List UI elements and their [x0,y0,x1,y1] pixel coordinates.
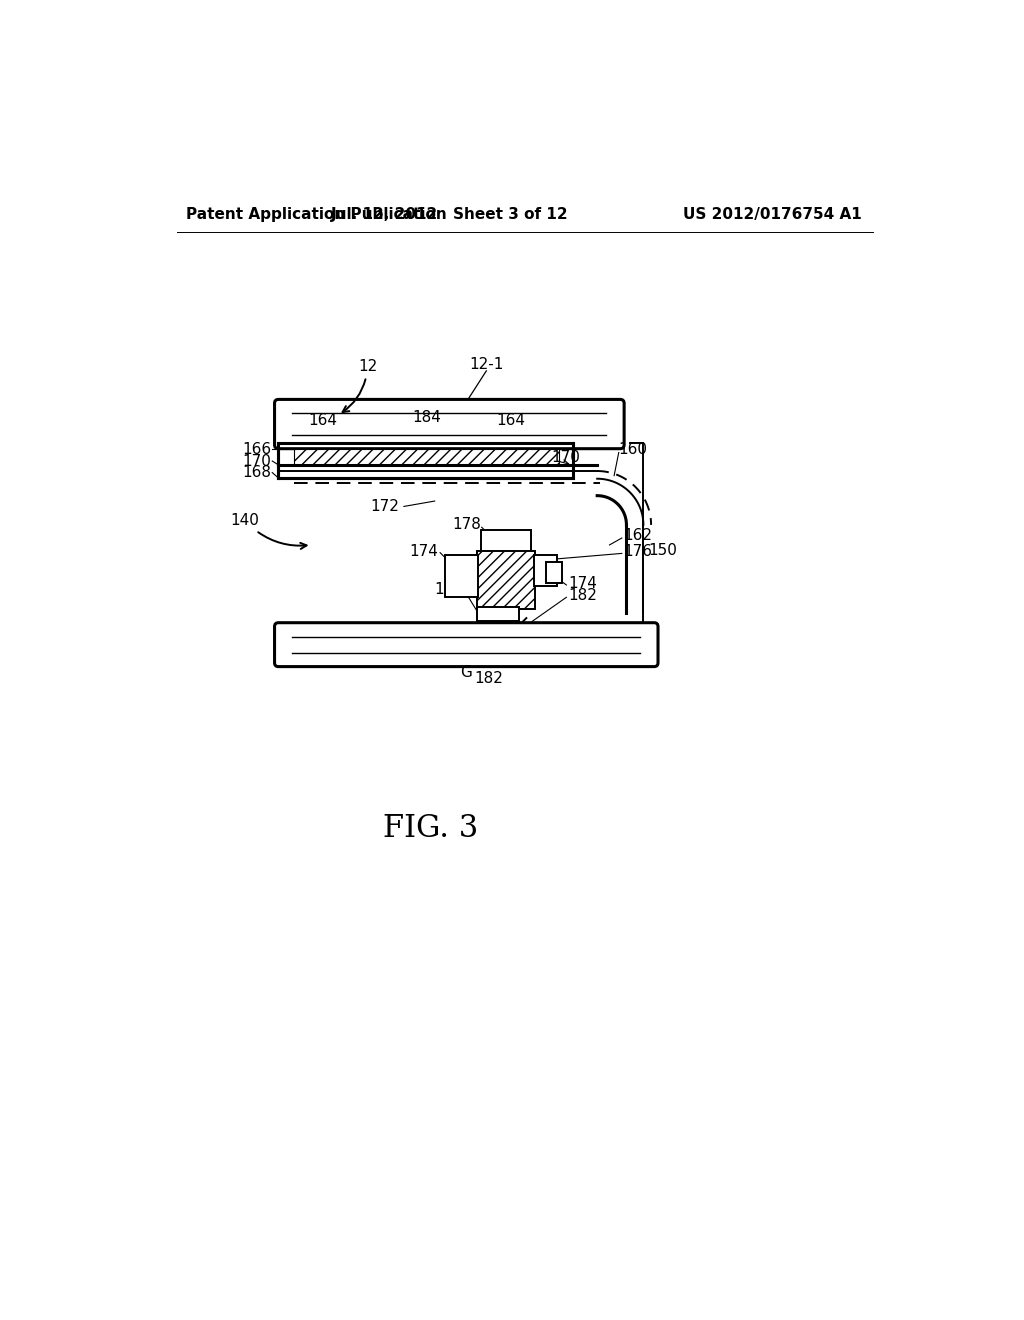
Text: 170: 170 [243,454,271,469]
Bar [477,552,535,609]
FancyBboxPatch shape [274,400,625,449]
Bar [481,531,531,553]
Text: 12: 12 [343,359,378,412]
Text: 174: 174 [568,576,597,591]
FancyBboxPatch shape [274,623,658,667]
Text: FIG. 3: FIG. 3 [383,813,478,843]
Text: 182: 182 [474,671,503,686]
Text: 150: 150 [649,543,678,558]
Text: 12-1: 12-1 [469,358,504,372]
Text: 168: 168 [243,465,271,480]
Text: 140: 140 [230,512,306,549]
Text: G: G [461,665,472,680]
Text: 164: 164 [308,413,338,428]
Bar [279,444,573,478]
Bar [547,562,562,583]
Bar [477,607,519,622]
Text: 172: 172 [371,499,399,513]
Text: 184: 184 [413,411,441,425]
Text: 166: 166 [243,442,271,457]
Text: Patent Application Publication: Patent Application Publication [186,207,446,222]
Text: 164: 164 [497,413,525,428]
Text: US 2012/0176754 A1: US 2012/0176754 A1 [683,207,862,222]
Bar [294,449,559,465]
Text: 174: 174 [410,544,438,558]
Text: 170: 170 [551,450,580,465]
Text: 162: 162 [624,528,652,544]
Text: Jul. 12, 2012   Sheet 3 of 12: Jul. 12, 2012 Sheet 3 of 12 [332,207,569,222]
Bar [444,554,478,597]
Bar [535,554,557,586]
Text: 180: 180 [434,582,463,597]
Text: 176: 176 [624,544,652,558]
Text: 178: 178 [452,517,481,532]
Text: 182: 182 [568,589,597,603]
Text: 160: 160 [618,442,648,457]
